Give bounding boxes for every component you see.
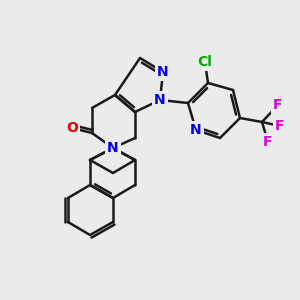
Text: N: N [107,141,119,155]
Text: F: F [275,119,285,133]
Text: Cl: Cl [198,55,212,69]
Text: F: F [263,135,273,149]
Text: O: O [66,121,78,135]
Text: N: N [154,93,166,107]
Text: N: N [157,65,169,79]
Text: F: F [273,98,283,112]
Text: N: N [190,123,202,137]
